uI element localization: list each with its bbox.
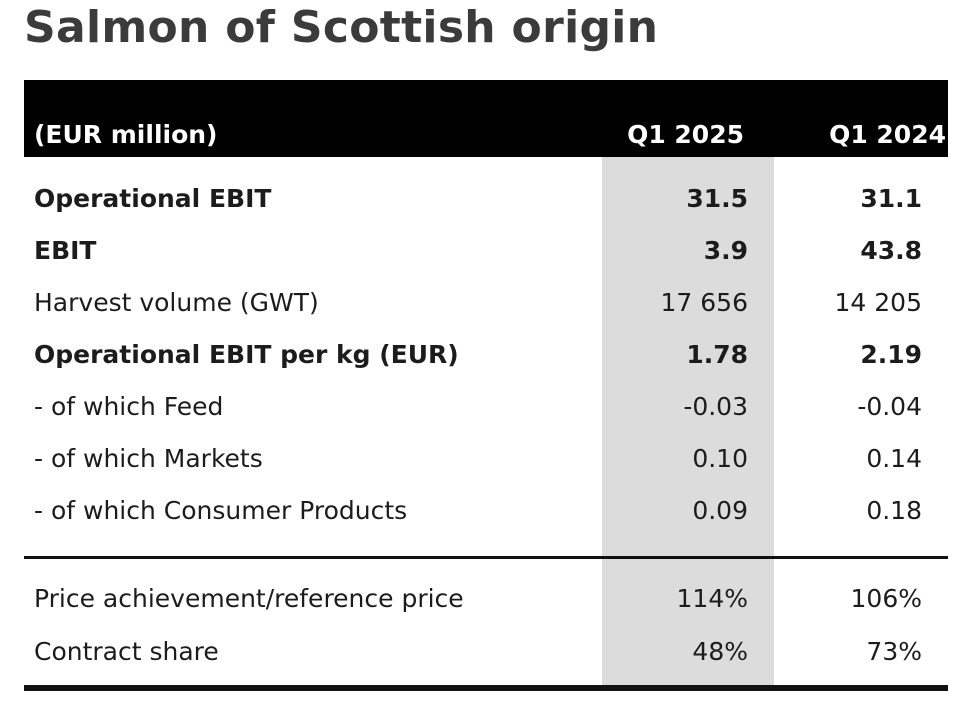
page-title: Salmon of Scottish origin xyxy=(24,2,659,53)
table-row: EBIT 3.9 43.8 xyxy=(0,236,960,276)
row-label: Operational EBIT xyxy=(34,184,272,213)
value-q1-2025: 3.9 xyxy=(703,236,748,265)
value-q1-2024: 0.18 xyxy=(866,496,922,525)
value-q1-2025: 0.09 xyxy=(692,496,748,525)
row-label: - of which Consumer Products xyxy=(34,496,408,525)
section-divider xyxy=(24,556,948,559)
value-q1-2025: 1.78 xyxy=(686,340,748,369)
value-q1-2025: 114% xyxy=(676,584,748,613)
value-q1-2024: 31.1 xyxy=(860,184,922,213)
value-q1-2025: 17 656 xyxy=(660,288,748,317)
value-q1-2025: -0.03 xyxy=(683,392,748,421)
column-header-q1-2025: Q1 2025 xyxy=(627,120,744,149)
table-row: - of which Markets 0.10 0.14 xyxy=(0,444,960,484)
value-q1-2024: 2.19 xyxy=(860,340,922,369)
table-row: - of which Feed -0.03 -0.04 xyxy=(0,392,960,432)
column-header-q1-2024: Q1 2024 xyxy=(829,120,946,149)
value-q1-2025: 48% xyxy=(692,637,748,666)
row-label: Harvest volume (GWT) xyxy=(34,288,319,317)
row-label: Price achievement/reference price xyxy=(34,584,464,613)
table-row: Operational EBIT per kg (EUR) 1.78 2.19 xyxy=(0,340,960,380)
highlight-column-q1-2025 xyxy=(602,157,774,687)
value-q1-2024: 14 205 xyxy=(834,288,922,317)
row-label: - of which Markets xyxy=(34,444,263,473)
row-label: - of which Feed xyxy=(34,392,224,421)
value-q1-2024: 0.14 xyxy=(866,444,922,473)
table-header-bar xyxy=(24,80,948,157)
value-q1-2024: 73% xyxy=(866,637,922,666)
value-q1-2024: 43.8 xyxy=(860,236,922,265)
row-label: EBIT xyxy=(34,236,97,265)
row-label: Contract share xyxy=(34,637,219,666)
table-row: Contract share 48% 73% xyxy=(0,637,960,677)
table-row: - of which Consumer Products 0.09 0.18 xyxy=(0,496,960,536)
unit-label-header: (EUR million) xyxy=(34,120,218,149)
value-q1-2025: 31.5 xyxy=(686,184,748,213)
value-q1-2024: 106% xyxy=(850,584,922,613)
table-row: Harvest volume (GWT) 17 656 14 205 xyxy=(0,288,960,328)
value-q1-2025: 0.10 xyxy=(692,444,748,473)
value-q1-2024: -0.04 xyxy=(857,392,922,421)
table-row: Operational EBIT 31.5 31.1 xyxy=(0,184,960,224)
table-row: Price achievement/reference price 114% 1… xyxy=(0,584,960,624)
table-bottom-rule xyxy=(24,685,948,691)
row-label: Operational EBIT per kg (EUR) xyxy=(34,340,459,369)
